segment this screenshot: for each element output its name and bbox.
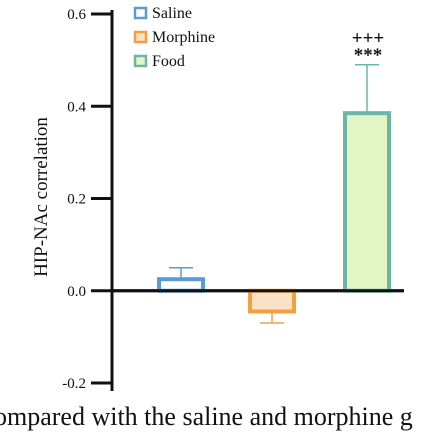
bar-morphine (248, 288, 296, 314)
y-tick-label: -0.2 (62, 376, 86, 392)
legend-swatch-morphine (133, 30, 148, 44)
bar-saline (157, 277, 205, 293)
y-tick-label: 0.6 (67, 7, 86, 23)
annotation-stars: *** (354, 45, 383, 66)
chart-legend: Saline Morphine Food (133, 5, 215, 70)
figure-caption-fragment: ompared with the saline and morphine g (0, 402, 413, 431)
chart-bars (112, 63, 404, 324)
bar-food (343, 111, 391, 293)
y-axis-label: HIP-NAc correlation (31, 117, 52, 277)
legend-swatch-saline (133, 6, 148, 20)
legend-label-food: Food (152, 53, 185, 70)
legend-swatch-food (133, 54, 148, 68)
y-tick-label: 0.0 (67, 284, 86, 300)
y-tick-label: 0.2 (67, 192, 86, 208)
annotation-plus: +++ (352, 28, 384, 49)
legend-label-morphine: Morphine (152, 29, 215, 46)
y-tick-label: 0.4 (67, 99, 86, 115)
legend-label-saline: Saline (152, 5, 192, 22)
